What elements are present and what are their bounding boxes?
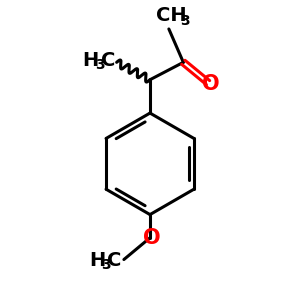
Text: 3: 3 xyxy=(102,258,111,272)
Text: O: O xyxy=(142,228,160,248)
Text: H: H xyxy=(89,251,105,271)
Text: 3: 3 xyxy=(180,14,190,28)
Text: O: O xyxy=(202,74,219,94)
Text: 3: 3 xyxy=(95,58,104,72)
Text: CH: CH xyxy=(156,7,186,26)
Text: C: C xyxy=(107,251,122,271)
Text: C: C xyxy=(101,51,115,70)
Text: H: H xyxy=(82,51,98,70)
